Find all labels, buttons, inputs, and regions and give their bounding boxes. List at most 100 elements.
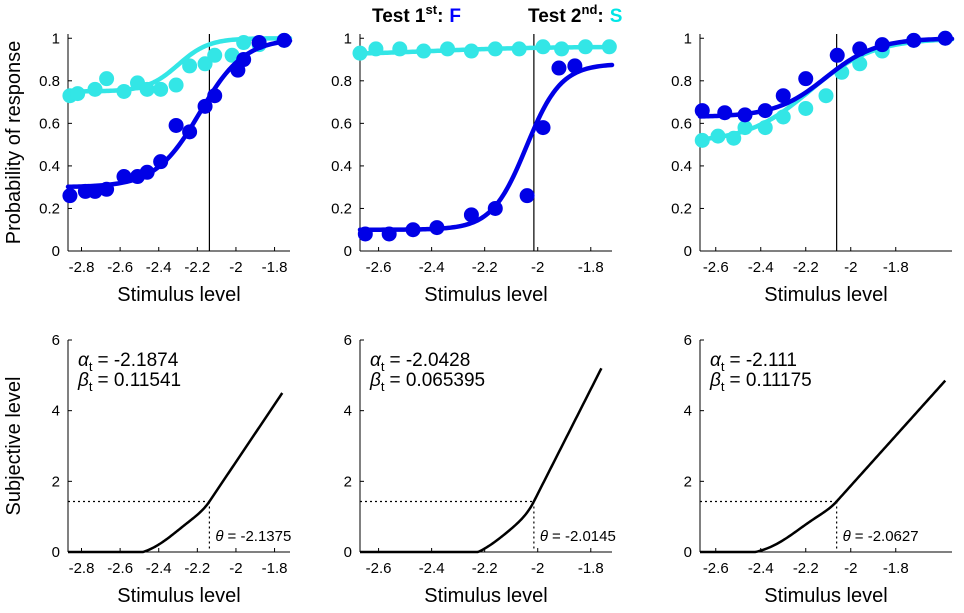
beta-annotation: βt = 0.11541: [77, 370, 181, 394]
series-test2-s-point: [601, 39, 617, 55]
series-test1-f-point: [381, 226, 397, 242]
x-tick-label: -2: [229, 560, 242, 577]
subjective-curve: [700, 379, 947, 554]
y-tick-label: 4: [344, 403, 352, 420]
series-test1-f-point: [99, 181, 115, 197]
y-tick-label: 0.4: [671, 158, 692, 175]
series-test1-f-point: [551, 60, 567, 76]
series-test2-s-point: [463, 43, 479, 59]
series-test1-f-point: [153, 154, 169, 170]
series-test2-s-point: [224, 47, 240, 63]
series-test2-s-point: [392, 41, 408, 57]
series-test1-f-point: [906, 32, 922, 48]
panel-bottom-right: -2.6 -2.4 -2.2 -2 -1.8 0 2 4 6 Stimulus level αt = …: [684, 332, 952, 607]
series-test2-s-point: [207, 47, 223, 63]
series-test2-s-point: [99, 71, 115, 87]
series-test2-s-point: [440, 41, 456, 57]
series-test2-s-point: [416, 43, 432, 59]
series-test2-s-point: [737, 120, 753, 136]
theta-value: = -2.0145: [552, 528, 616, 545]
theta-symbol: θ: [843, 528, 851, 545]
theta-symbol: θ: [540, 528, 548, 545]
x-tick-label: -2: [844, 259, 857, 276]
x-tick-label: -2.6: [366, 259, 392, 276]
x-axis-label: Stimulus level: [424, 585, 547, 607]
series-test2-s-point: [511, 41, 527, 57]
series-test1-f-point: [937, 30, 953, 46]
y-tick-label: 0.2: [671, 200, 692, 217]
theta-annotation: θ = -2.1375: [215, 528, 291, 545]
series-test1-f-point: [874, 37, 890, 53]
alpha-symbol: α: [78, 350, 90, 371]
y-tick-label: 0: [344, 544, 352, 561]
y-tick-label: 1: [52, 30, 60, 47]
beta-subscript: t: [721, 379, 725, 394]
x-tick-label: -2.2: [472, 560, 498, 577]
series-test2-s-point: [487, 41, 503, 57]
beta-symbol: β: [709, 370, 721, 391]
x-tick-label: -1.8: [883, 560, 909, 577]
y-tick-label: 6: [684, 332, 692, 349]
beta-annotation: βt = 0.11175: [709, 370, 812, 394]
x-tick-label: -1.8: [578, 259, 604, 276]
beta-symbol: β: [369, 370, 381, 391]
series-test1-f-point: [429, 220, 445, 236]
subjective-curve: [68, 392, 284, 554]
x-axis-label: Stimulus level: [764, 284, 887, 306]
series-test1-f-point: [487, 200, 503, 216]
series-test2-s-point: [798, 100, 814, 116]
y-tick-label: 0.4: [331, 158, 352, 175]
series-test1-f-point: [852, 41, 868, 57]
x-tick-label: -2.6: [107, 259, 133, 276]
legend-test2-label: Test 2: [528, 6, 582, 27]
beta-subscript: t: [89, 379, 93, 394]
alpha-annotation: αt = -2.111: [710, 350, 797, 374]
panel-bottom-middle: -2.6 -2.4 -2.2 -2 -1.8 0 2 4 6 Stimulus level αt = …: [344, 332, 616, 607]
x-tick-label: -2.2: [472, 259, 498, 276]
x-tick-label: -2.6: [107, 560, 133, 577]
series-test1-f-point: [276, 32, 292, 48]
series-test1-f-fit: [697, 36, 955, 119]
series-test1-f-point: [405, 222, 421, 238]
y-tick-label: 0.6: [331, 115, 352, 132]
x-tick-label: -2.8: [69, 259, 95, 276]
y-tick-label: 4: [684, 403, 692, 420]
alpha-symbol: α: [370, 350, 382, 371]
series-test1-f-point: [197, 98, 213, 114]
series-test1-f-point: [535, 120, 551, 136]
series-test1-f-point: [717, 105, 733, 121]
legend-test2-sup: nd: [582, 2, 598, 17]
series-test2-s-point: [352, 45, 368, 61]
y-tick-label: 0: [344, 243, 352, 260]
y-tick-label: 0.8: [671, 73, 692, 90]
x-tick-label: -2: [531, 560, 544, 577]
x-axis-label: Stimulus level: [424, 284, 547, 306]
y-tick-label: 1: [684, 30, 692, 47]
panel-top-right: -2.6 -2.4 -2.2 -2 -1.8 0 0.2 0.4 0.6 0.8 1 Stimulus…: [671, 30, 955, 306]
series-test1-f-point: [798, 71, 814, 87]
panel-top-left: -2.8 -2.6 -2.4 -2.2 -2 -1.8 0 0.2 0.4 0.6 0.8 1 Stim…: [3, 30, 293, 306]
alpha-subscript: t: [721, 359, 725, 374]
alpha-subscript: t: [381, 359, 385, 374]
x-tick-label: -2.2: [184, 560, 210, 577]
legend-test2-sep: :: [597, 6, 603, 27]
legend-test2-letter: S: [610, 6, 623, 27]
x-tick-label: -2.4: [146, 560, 172, 577]
beta-value: = 0.065395: [389, 370, 485, 391]
x-tick-label: -2.4: [146, 259, 172, 276]
x-axis-label: Stimulus level: [117, 585, 240, 607]
x-axis-label: Stimulus level: [764, 585, 887, 607]
alpha-symbol: α: [710, 350, 722, 371]
alpha-value: = -2.1874: [97, 350, 178, 371]
y-tick-label: 4: [52, 403, 60, 420]
y-tick-label: 0.8: [331, 73, 352, 90]
subjective-curve: [360, 367, 603, 554]
theta-symbol: θ: [215, 528, 223, 545]
series-test2-s-point: [757, 120, 773, 136]
series-test2-s-point: [726, 130, 742, 146]
x-tick-label: -1.8: [578, 560, 604, 577]
series-test1-f-point: [251, 35, 267, 51]
x-tick-label: -2.4: [748, 560, 774, 577]
x-tick-label: -1.8: [262, 560, 288, 577]
alpha-annotation: αt = -2.0428: [370, 350, 470, 374]
